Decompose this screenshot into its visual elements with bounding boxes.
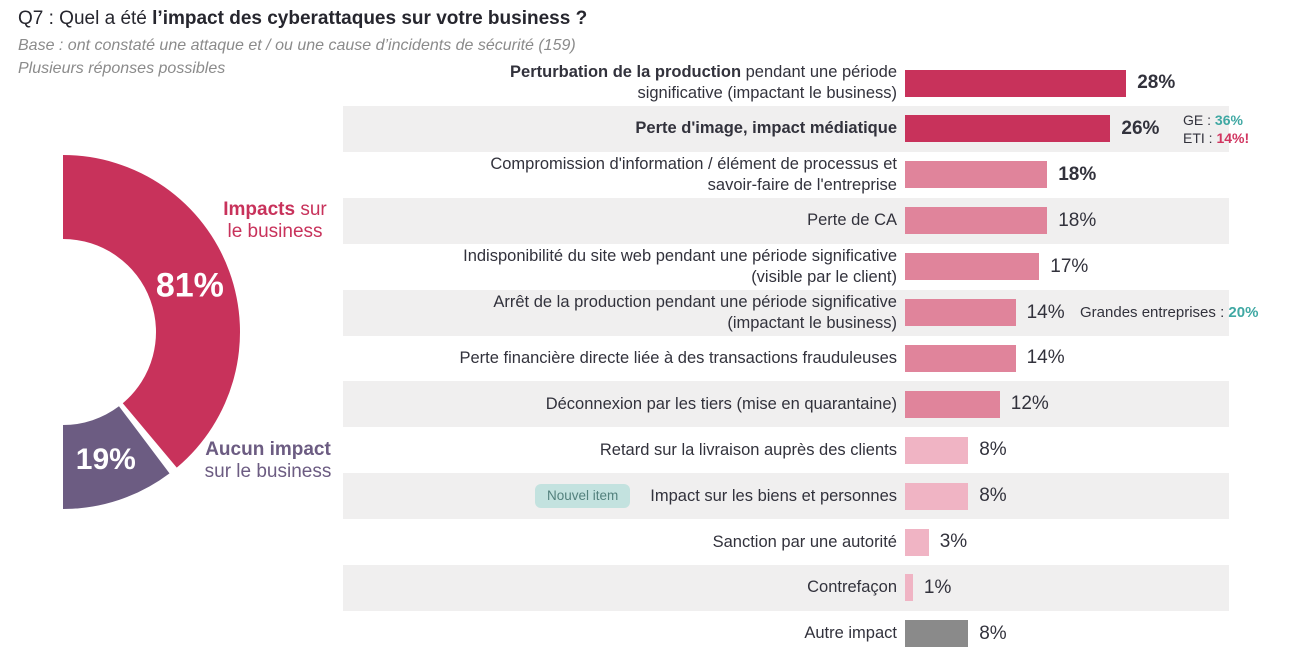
bar-label-text: Arrêt de la production pendant une pério…	[493, 292, 897, 332]
bar-annotation: Grandes entreprises : 20%	[1080, 304, 1259, 321]
bar-label: Nouvel item Impact sur les biens et perso…	[343, 473, 897, 519]
title-emphasis: l’impact des cyberattaques sur votre bus…	[152, 8, 588, 29]
bar-value: 8%	[979, 485, 1007, 507]
bar-value: 8%	[979, 622, 1007, 644]
bar-rect	[905, 620, 969, 648]
row-band	[343, 473, 1229, 520]
bar-rect	[905, 482, 969, 510]
donut-label-impacts-line2: le business	[227, 221, 323, 242]
bar-label: Arrêt de la production pendant une pério…	[343, 290, 897, 336]
donut-segment-value: 81%	[155, 266, 224, 305]
bar-label-text: Compromission d'information / élément de…	[490, 154, 897, 194]
bar-label-text: Perturbation de la production pendant un…	[510, 63, 897, 102]
multiple-answers-note: Plusieurs réponses possibles	[18, 60, 226, 77]
bar-row: Nouvel item Impact sur les biens et perso…	[343, 473, 1298, 520]
donut-label-impacts-line1: Impacts sur	[223, 199, 327, 220]
bar-rect	[905, 299, 1016, 326]
bar-row: Compromission d'information / élément de…	[343, 152, 1298, 198]
bar-row: Autre impact 8%	[343, 611, 1298, 657]
page-title: Q7 : Quel a été l’impact des cyberattaqu…	[18, 8, 587, 30]
bar-rect	[905, 69, 1127, 97]
bar-rect	[905, 161, 1048, 189]
bar-label-text: Déconnexion par les tiers (mise en quara…	[545, 394, 897, 413]
new-item-badge: Nouvel item	[535, 484, 631, 508]
donut-label-aucun-line2: sur le business	[204, 461, 332, 482]
bar-label: Perte d'image, impact médiatique	[343, 106, 897, 152]
bar-label: Retard sur la livraison auprès des clien…	[343, 427, 897, 473]
bar-row: Perte d'image, impact médiatique 26% GE : …	[343, 105, 1298, 152]
bar-label-text: Indisponibilité du site web pendant une …	[463, 246, 897, 286]
bar-rect	[905, 528, 929, 556]
bar-label: Perturbation de la production pendant un…	[343, 60, 897, 106]
bar-label: Perte de CA	[343, 198, 897, 244]
title-prefix: Q7 : Quel a été	[18, 8, 153, 29]
bar-value: 14%	[1026, 301, 1065, 323]
donut-segment	[63, 155, 241, 468]
bar-row: Contrefaçon 1%	[343, 564, 1298, 611]
bar-row: Perte de CA 18%	[343, 197, 1298, 244]
bar-label: Autre impact	[343, 611, 897, 657]
bar-label: Perte financière directe liée à des tran…	[343, 335, 898, 381]
bar-row: Arrêt de la production pendant une pério…	[343, 289, 1298, 336]
donut-segment	[63, 406, 170, 509]
bar-row: Retard sur la livraison auprès des clien…	[343, 427, 1298, 473]
bar-label-text: Perte de CA	[807, 211, 897, 230]
bar-rect	[905, 253, 1040, 281]
bar-value: 1%	[923, 576, 952, 598]
bar-rect	[905, 436, 969, 464]
bar-value: 14%	[1026, 347, 1065, 369]
donut-label-aucun: Aucun impact sur le business	[190, 439, 346, 483]
row-band	[343, 564, 1229, 611]
bar-value: 18%	[1058, 163, 1097, 185]
bar-rect	[905, 390, 1000, 418]
bar-value: 3%	[939, 531, 968, 552]
bar-rect	[905, 574, 913, 602]
bar-row: Indisponibilité du site web pendant une …	[343, 244, 1298, 290]
bar-label-text: Autre impact	[804, 624, 897, 643]
bar-row: Déconnexion par les tiers (mise en quara…	[343, 381, 1298, 428]
bar-label-text: Perte d'image, impact médiatique	[635, 119, 897, 138]
bar-row: Perturbation de la production pendant un…	[343, 60, 1298, 106]
donut-label-impacts: Impacts sur le business	[205, 199, 345, 243]
bar-annotation: GE : 36% ETI : 14%!	[1183, 111, 1250, 146]
bar-rect	[905, 115, 1111, 143]
base-note: Base : ont constaté une attaque et / ou …	[18, 37, 576, 54]
bar-value: 8%	[979, 439, 1007, 461]
bar-value: 28%	[1137, 72, 1176, 93]
bar-label-text: Retard sur la livraison auprès des clien…	[599, 440, 897, 459]
bar-label-text: Contrefaçon	[807, 578, 897, 597]
bar-row: Perte financière directe liée à des tran…	[343, 335, 1298, 381]
bar-rect	[905, 207, 1048, 235]
bar-value: 17%	[1050, 255, 1089, 277]
bar-label: Sanction par une autorité	[343, 519, 897, 565]
row-band	[343, 197, 1229, 244]
bar-label-text: Impact sur les biens et personnes	[650, 486, 897, 505]
row-band	[343, 289, 1229, 336]
bar-label: Contrefaçon	[343, 565, 897, 611]
bar-value: 18%	[1058, 209, 1097, 231]
bar-label-text: Perte financière directe liée à des tran…	[459, 348, 898, 367]
bar-value: 12%	[1010, 393, 1049, 415]
bar-rect	[905, 344, 1016, 372]
bar-label: Compromission d'information / élément de…	[343, 152, 897, 198]
bar-label: Déconnexion par les tiers (mise en quara…	[343, 381, 897, 427]
bar-value: 26%	[1121, 117, 1160, 139]
bar-row: Sanction par une autorité 3%	[343, 519, 1298, 565]
row-band	[343, 381, 1229, 428]
donut-segment-value: 19%	[75, 443, 136, 477]
bar-label-text: Sanction par une autorité	[712, 532, 897, 551]
donut-label-aucun-line1: Aucun impact	[205, 439, 331, 460]
half-donut-chart	[63, 155, 241, 509]
bar-label: Indisponibilité du site web pendant une …	[343, 244, 897, 290]
